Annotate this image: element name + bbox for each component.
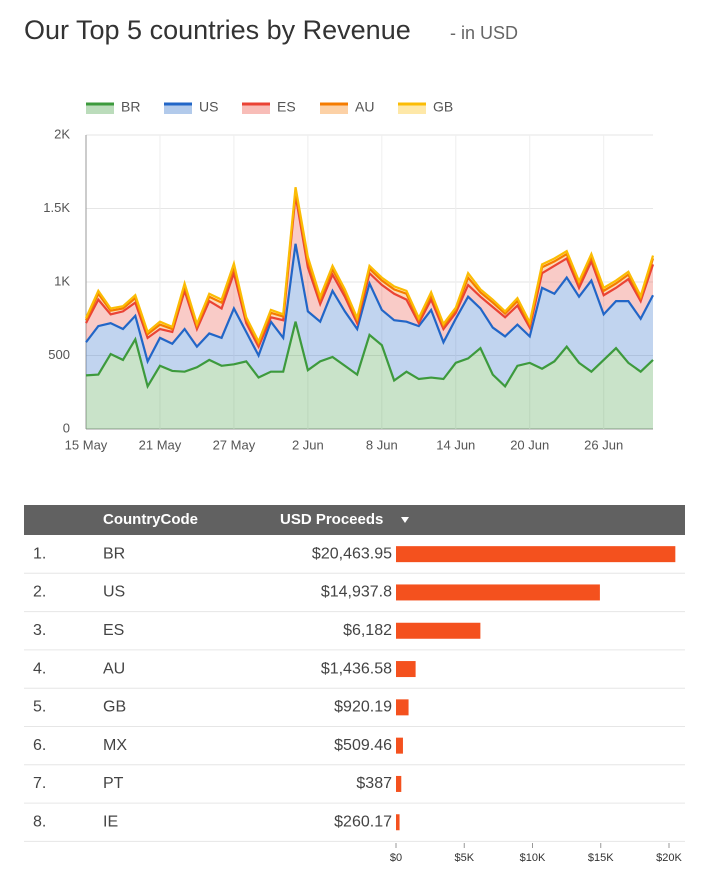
- legend-label: ES: [277, 99, 296, 115]
- legend-swatch: [398, 104, 426, 114]
- country-code: PT: [103, 775, 124, 792]
- rank: 8.: [33, 813, 46, 830]
- value-label: $260.17: [334, 813, 392, 830]
- area-line: [84, 186, 655, 345]
- area-fill: [86, 243, 653, 387]
- x-tick-label: $0: [390, 852, 402, 864]
- x-tick-label: 27 May: [213, 437, 256, 452]
- area-fill: [86, 321, 653, 429]
- bar: [396, 737, 403, 754]
- legend-swatch: [320, 104, 348, 114]
- y-tick-label: 1K: [54, 273, 70, 288]
- country-code: MX: [103, 737, 127, 754]
- bar: [396, 775, 402, 792]
- legend-label: BR: [121, 99, 140, 115]
- bar: [396, 546, 676, 563]
- x-tick-label: 8 Jun: [366, 437, 398, 452]
- x-tick-label: 14 Jun: [436, 437, 475, 452]
- legend-label: GB: [433, 99, 453, 115]
- column-header: CountryCode: [103, 511, 198, 528]
- country-code: BR: [103, 545, 125, 562]
- rank: 4.: [33, 660, 46, 677]
- bar: [396, 584, 600, 601]
- legend-swatch: [164, 104, 192, 114]
- area-fill: [86, 195, 653, 362]
- chart-title: Our Top 5 countries by Revenue: [24, 15, 411, 45]
- country-code: GB: [103, 699, 126, 716]
- x-tick-label: 2 Jun: [292, 437, 324, 452]
- bar: [396, 699, 409, 716]
- rank: 7.: [33, 775, 46, 792]
- sort-icon[interactable]: [401, 517, 409, 523]
- area-line: [85, 243, 654, 365]
- country-code: AU: [103, 660, 125, 677]
- rank: 2.: [33, 584, 46, 601]
- value-label: $920.19: [334, 699, 392, 716]
- x-tick-label: 15 May: [65, 437, 108, 452]
- table-header: [24, 505, 685, 535]
- y-tick-label: 2K: [54, 126, 70, 141]
- column-header[interactable]: USD Proceeds: [280, 511, 383, 528]
- country-code: ES: [103, 622, 124, 639]
- x-tick-label: $20K: [656, 852, 682, 864]
- y-tick-label: 1.5K: [43, 200, 70, 215]
- value-label: $14,937.8: [321, 584, 392, 601]
- bar: [396, 814, 400, 831]
- y-tick-label: 500: [48, 347, 70, 362]
- rank: 6.: [33, 737, 46, 754]
- legend-label: AU: [355, 99, 374, 115]
- country-code: US: [103, 584, 125, 601]
- x-tick-label: $5K: [454, 852, 474, 864]
- x-tick-label: $15K: [588, 852, 614, 864]
- area-line: [85, 321, 654, 390]
- x-tick-label: 26 Jun: [584, 437, 623, 452]
- x-tick-label: $10K: [520, 852, 546, 864]
- value-label: $509.46: [334, 737, 392, 754]
- legend-swatch: [86, 104, 114, 114]
- rank: 3.: [33, 622, 46, 639]
- rank: 5.: [33, 699, 46, 716]
- x-tick-label: 21 May: [139, 437, 182, 452]
- y-tick-label: 0: [63, 420, 70, 435]
- x-tick-label: 20 Jun: [510, 437, 549, 452]
- value-label: $1,436.58: [321, 660, 392, 677]
- bar: [396, 622, 481, 639]
- chart-subtitle: - in USD: [450, 23, 518, 43]
- value-label: $6,182: [343, 622, 392, 639]
- bar: [396, 661, 416, 678]
- value-label: $387: [356, 775, 392, 792]
- legend-label: US: [199, 99, 218, 115]
- legend-swatch: [242, 104, 270, 114]
- country-code: IE: [103, 813, 118, 830]
- value-label: $20,463.95: [312, 545, 392, 562]
- rank: 1.: [33, 545, 46, 562]
